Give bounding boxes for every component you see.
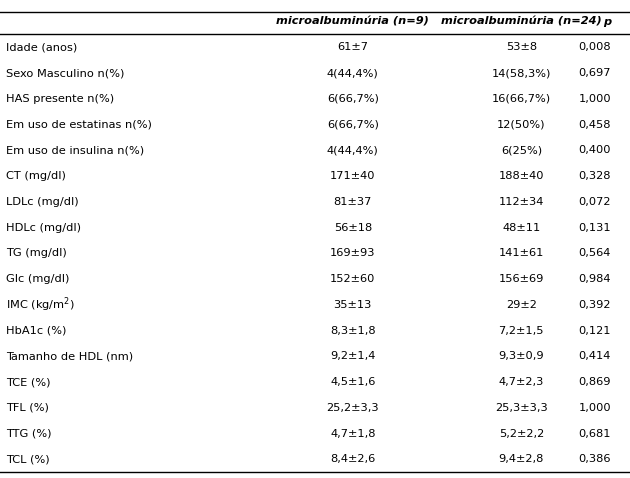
Text: 81±37: 81±37 <box>334 197 372 207</box>
Text: 4,7±1,8: 4,7±1,8 <box>330 429 375 439</box>
Text: 12(50%): 12(50%) <box>497 120 546 130</box>
Text: 0,121: 0,121 <box>578 326 611 336</box>
Text: 7,2±1,5: 7,2±1,5 <box>498 326 544 336</box>
Text: 0,072: 0,072 <box>578 197 611 207</box>
Text: 25,3±3,3: 25,3±3,3 <box>495 403 547 413</box>
Text: 0,386: 0,386 <box>578 455 611 465</box>
Text: 9,2±1,4: 9,2±1,4 <box>330 351 375 361</box>
Text: 0,984: 0,984 <box>578 274 611 284</box>
Text: 9,3±0,9: 9,3±0,9 <box>498 351 544 361</box>
Text: 61±7: 61±7 <box>337 42 369 52</box>
Text: 0,458: 0,458 <box>578 120 611 130</box>
Text: TFL (%): TFL (%) <box>6 403 49 413</box>
Text: 9,4±2,8: 9,4±2,8 <box>498 455 544 465</box>
Text: 0,008: 0,008 <box>578 42 611 52</box>
Text: Em uso de insulina n(%): Em uso de insulina n(%) <box>6 145 144 155</box>
Text: CT (mg/dl): CT (mg/dl) <box>6 171 66 181</box>
Text: microalbuminúria (n=24): microalbuminúria (n=24) <box>441 17 602 26</box>
Text: 0,400: 0,400 <box>578 145 611 155</box>
Text: 0,869: 0,869 <box>578 377 611 387</box>
Text: 1,000: 1,000 <box>578 94 611 104</box>
Text: HDLc (mg/dl): HDLc (mg/dl) <box>6 223 81 233</box>
Text: 56±18: 56±18 <box>334 223 372 233</box>
Text: 16(66,7%): 16(66,7%) <box>492 94 551 104</box>
Text: 0,697: 0,697 <box>578 68 611 78</box>
Text: 48±11: 48±11 <box>502 223 541 233</box>
Text: 6(66,7%): 6(66,7%) <box>327 120 379 130</box>
Text: 4,5±1,6: 4,5±1,6 <box>330 377 375 387</box>
Text: HbA1c (%): HbA1c (%) <box>6 326 67 336</box>
Text: TCL (%): TCL (%) <box>6 455 50 465</box>
Text: 152±60: 152±60 <box>330 274 375 284</box>
Text: IMC (kg/m$^2$): IMC (kg/m$^2$) <box>6 295 75 314</box>
Text: 4(44,4%): 4(44,4%) <box>327 145 379 155</box>
Text: 171±40: 171±40 <box>330 171 375 181</box>
Text: 0,681: 0,681 <box>578 429 611 439</box>
Text: 29±2: 29±2 <box>506 300 537 310</box>
Text: 0,564: 0,564 <box>579 249 611 258</box>
Text: 4(44,4%): 4(44,4%) <box>327 68 379 78</box>
Text: HAS presente n(%): HAS presente n(%) <box>6 94 115 104</box>
Text: 4,7±2,3: 4,7±2,3 <box>498 377 544 387</box>
Text: 8,4±2,6: 8,4±2,6 <box>330 455 375 465</box>
Text: 8,3±1,8: 8,3±1,8 <box>330 326 375 336</box>
Text: 0,414: 0,414 <box>579 351 611 361</box>
Text: 35±13: 35±13 <box>334 300 372 310</box>
Text: 6(66,7%): 6(66,7%) <box>327 94 379 104</box>
Text: 53±8: 53±8 <box>506 42 537 52</box>
Text: TG (mg/dl): TG (mg/dl) <box>6 249 67 258</box>
Text: TCE (%): TCE (%) <box>6 377 51 387</box>
Text: LDLc (mg/dl): LDLc (mg/dl) <box>6 197 79 207</box>
Text: 141±61: 141±61 <box>498 249 544 258</box>
Text: 1,000: 1,000 <box>578 403 611 413</box>
Text: 14(58,3%): 14(58,3%) <box>491 68 551 78</box>
Text: 25,2±3,3: 25,2±3,3 <box>326 403 379 413</box>
Text: Em uso de estatinas n(%): Em uso de estatinas n(%) <box>6 120 152 130</box>
Text: 0,328: 0,328 <box>578 171 611 181</box>
Text: TTG (%): TTG (%) <box>6 429 52 439</box>
Text: 188±40: 188±40 <box>498 171 544 181</box>
Text: 112±34: 112±34 <box>498 197 544 207</box>
Text: Idade (anos): Idade (anos) <box>6 42 77 52</box>
Text: Sexo Masculino n(%): Sexo Masculino n(%) <box>6 68 125 78</box>
Text: 156±69: 156±69 <box>498 274 544 284</box>
Text: 0,392: 0,392 <box>578 300 611 310</box>
Text: 5,2±2,2: 5,2±2,2 <box>499 429 544 439</box>
Text: p: p <box>603 17 611 26</box>
Text: 169±93: 169±93 <box>330 249 375 258</box>
Text: Glc (mg/dl): Glc (mg/dl) <box>6 274 70 284</box>
Text: 0,131: 0,131 <box>578 223 611 233</box>
Text: Tamanho de HDL (nm): Tamanho de HDL (nm) <box>6 351 134 361</box>
Text: 6(25%): 6(25%) <box>501 145 542 155</box>
Text: microalbuminúria (n=9): microalbuminúria (n=9) <box>277 17 429 26</box>
